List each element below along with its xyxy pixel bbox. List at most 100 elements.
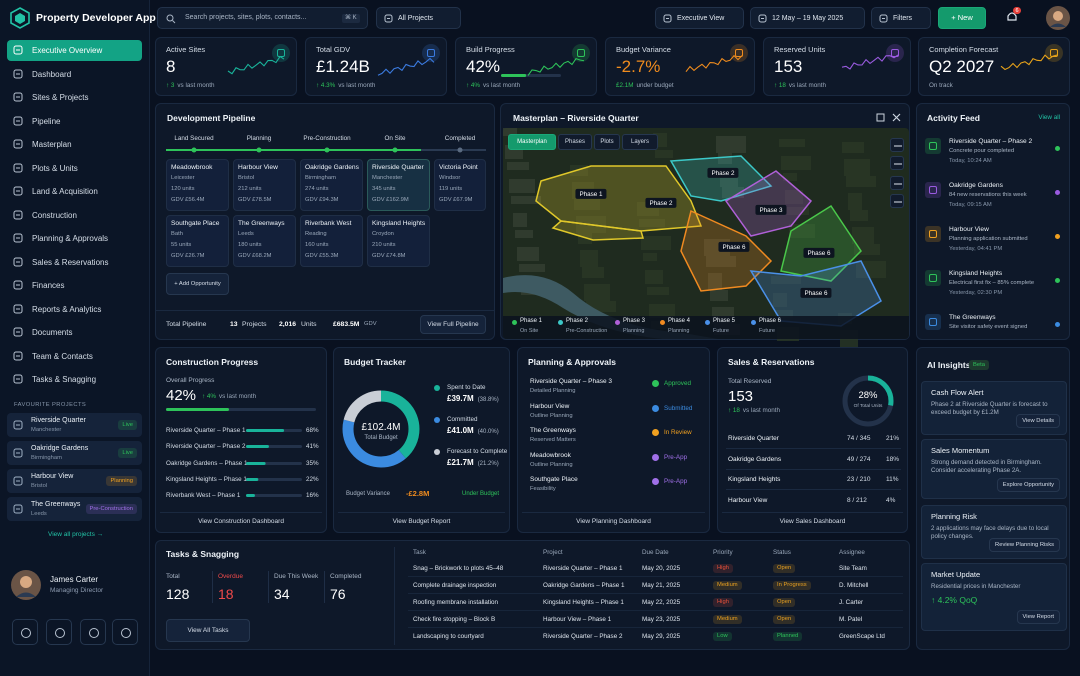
icon-button[interactable] xyxy=(112,619,138,645)
date-range[interactable]: 12 May – 19 May 2025 xyxy=(750,7,865,29)
map-tab[interactable]: Phases xyxy=(558,134,592,150)
planning-status: Submitted xyxy=(664,404,693,412)
view-selector[interactable]: Executive View xyxy=(655,7,744,29)
project-card[interactable]: The Greenways Leeds 180 units GDV £68.2M xyxy=(233,215,296,267)
project-card[interactable]: Riverside Quarter Manchester 345 units GDV … xyxy=(367,159,430,211)
activity-icon xyxy=(925,138,941,154)
view-report-button[interactable]: View Budget Report xyxy=(338,512,505,530)
panel-title: AI Insights xyxy=(927,360,971,370)
note: vs last month xyxy=(338,82,376,89)
search-box[interactable]: Search projects, sites, plots, contacts.… xyxy=(157,7,368,29)
footer-value: £683.5M xyxy=(333,321,360,328)
project-card[interactable]: Kingsland Heights Croydon 210 units GDV £74… xyxy=(367,215,430,267)
legend-name: Phase 6 xyxy=(759,318,782,324)
stage-dot xyxy=(324,147,330,153)
map-texture xyxy=(710,290,728,301)
divider xyxy=(212,571,213,603)
view-dashboard-button[interactable]: View Planning Dashboard xyxy=(522,512,705,530)
map-tab[interactable]: Layers xyxy=(622,134,658,150)
icon xyxy=(894,183,902,185)
nav-item[interactable]: Reports & Analytics xyxy=(7,299,142,320)
insight-button[interactable]: View Report xyxy=(1016,610,1060,624)
nav-item[interactable]: Finances xyxy=(7,275,142,296)
favourite-card[interactable]: The Greenways Leeds Pre-Construction xyxy=(7,497,142,521)
favourite-card[interactable]: Riverside Quarter Manchester Live xyxy=(7,413,142,437)
status-badge: Open xyxy=(773,563,796,574)
logo xyxy=(10,7,30,29)
view-pipeline-button[interactable]: View Full Pipeline xyxy=(420,315,486,334)
nav-item[interactable]: Land & Acquisition xyxy=(7,181,142,202)
nav-item[interactable]: Team & Contacts xyxy=(7,346,142,367)
nav-item[interactable]: Dashboard xyxy=(7,64,142,85)
icon-shape xyxy=(13,327,23,337)
segment-amount: £41.0M xyxy=(447,426,474,435)
kpi-value: Q2 2027 xyxy=(929,57,995,76)
column-header: Status xyxy=(773,549,791,556)
activity-text: Site visitor safety event signed xyxy=(949,324,1028,330)
phase-area xyxy=(551,220,644,241)
project-filter[interactable]: All Projects xyxy=(376,7,461,29)
project-city: Leeds xyxy=(238,231,254,237)
add-opportunity[interactable]: + Add Opportunity xyxy=(166,273,229,295)
map-control[interactable] xyxy=(890,194,904,208)
project-city: Windsor xyxy=(439,175,461,181)
map-tab[interactable]: Masterplan xyxy=(508,134,556,150)
kpi-delta: ↑ 4.3% vs last month xyxy=(316,82,375,89)
nav-item[interactable]: Construction xyxy=(7,205,142,226)
project-card[interactable]: Southgate Place Bath 55 units GDV £26.7M xyxy=(166,215,229,267)
pipeline-panel: Development Pipeline Land Secured Planning… xyxy=(155,103,495,340)
map-texture xyxy=(503,128,517,136)
icon xyxy=(13,186,23,196)
nav-item[interactable]: Planning & Approvals xyxy=(7,228,142,249)
stage-track xyxy=(166,147,486,153)
nav-item[interactable]: Sales & Reservations xyxy=(7,252,142,273)
view-tasks-button[interactable]: View All Tasks xyxy=(166,619,250,642)
map-control[interactable] xyxy=(890,156,904,170)
insight-button[interactable]: View Details xyxy=(1016,414,1060,428)
project-card[interactable]: Harbour View Bristol 212 units GDV £78.5M xyxy=(233,159,296,211)
nav-item[interactable]: Tasks & Snagging xyxy=(7,369,142,390)
nav-item[interactable]: Sites & Projects xyxy=(7,87,142,108)
icon-button[interactable] xyxy=(46,619,72,645)
insight-button[interactable]: Review Planning Risks xyxy=(989,538,1060,552)
map-texture xyxy=(848,193,862,210)
task-cell: Complete drainage inspection xyxy=(413,582,497,589)
map-tab[interactable]: Plots xyxy=(594,134,620,150)
notification-count[interactable]: 6 xyxy=(1013,7,1022,15)
icon xyxy=(758,14,767,23)
project-card[interactable]: Meadowbrook Leicester 120 units GDV £56.4M xyxy=(166,159,229,211)
icon xyxy=(879,14,888,23)
favourite-card[interactable]: Oakridge Gardens Birmingham Live xyxy=(7,441,142,465)
project-card[interactable]: Oakridge Gardens Birmingham 274 units GDV £… xyxy=(300,159,363,211)
view-dashboard-button[interactable]: View Sales Dashboard xyxy=(722,512,903,530)
insight-button[interactable]: Explore Opportunity xyxy=(996,478,1060,492)
view-all-link[interactable]: View all xyxy=(1038,114,1060,121)
icon-bg xyxy=(422,44,440,62)
icon-button[interactable] xyxy=(80,619,106,645)
nav-item[interactable]: Executive Overview xyxy=(7,40,142,61)
icon-shape xyxy=(13,233,23,243)
kpi-icon xyxy=(1045,44,1063,62)
project-card[interactable]: Riverbank West Reading 160 units GDV £55.3M xyxy=(300,215,363,267)
nav-item[interactable]: Pipeline xyxy=(7,111,142,132)
segment-share: (21.2%) xyxy=(477,461,499,467)
nav-item[interactable]: Plots & Units xyxy=(7,158,142,179)
view-all-link[interactable]: View all projects → xyxy=(48,531,104,538)
insight-title: Market Update xyxy=(931,570,981,579)
icon-button[interactable] xyxy=(12,619,38,645)
nav-item[interactable]: Masterplan xyxy=(7,134,142,155)
filters-button[interactable]: Filters xyxy=(871,7,931,29)
donut-total: £102.4M xyxy=(361,422,401,433)
delta: £2.1M xyxy=(616,82,634,89)
map-control[interactable] xyxy=(890,176,904,190)
ai-panel: AI Insights Beta Cash Flow Alert Phase 2 at… xyxy=(916,347,1070,650)
project-card[interactable]: Victoria Point Windsor 119 units GDV £67.9M xyxy=(434,159,486,211)
user-card[interactable]: James Carter Managing Director xyxy=(7,566,142,606)
nav-item[interactable]: Documents xyxy=(7,322,142,343)
favourite-card[interactable]: Harbour View Bristol Planning xyxy=(7,469,142,493)
new-button[interactable]: + New xyxy=(938,7,986,29)
view-dashboard-button[interactable]: View Construction Dashboard xyxy=(160,512,322,530)
icon-shape xyxy=(13,504,23,514)
task-cell: Snag – Brickwork to plots 45–48 xyxy=(413,565,504,572)
map-control[interactable] xyxy=(890,138,904,152)
